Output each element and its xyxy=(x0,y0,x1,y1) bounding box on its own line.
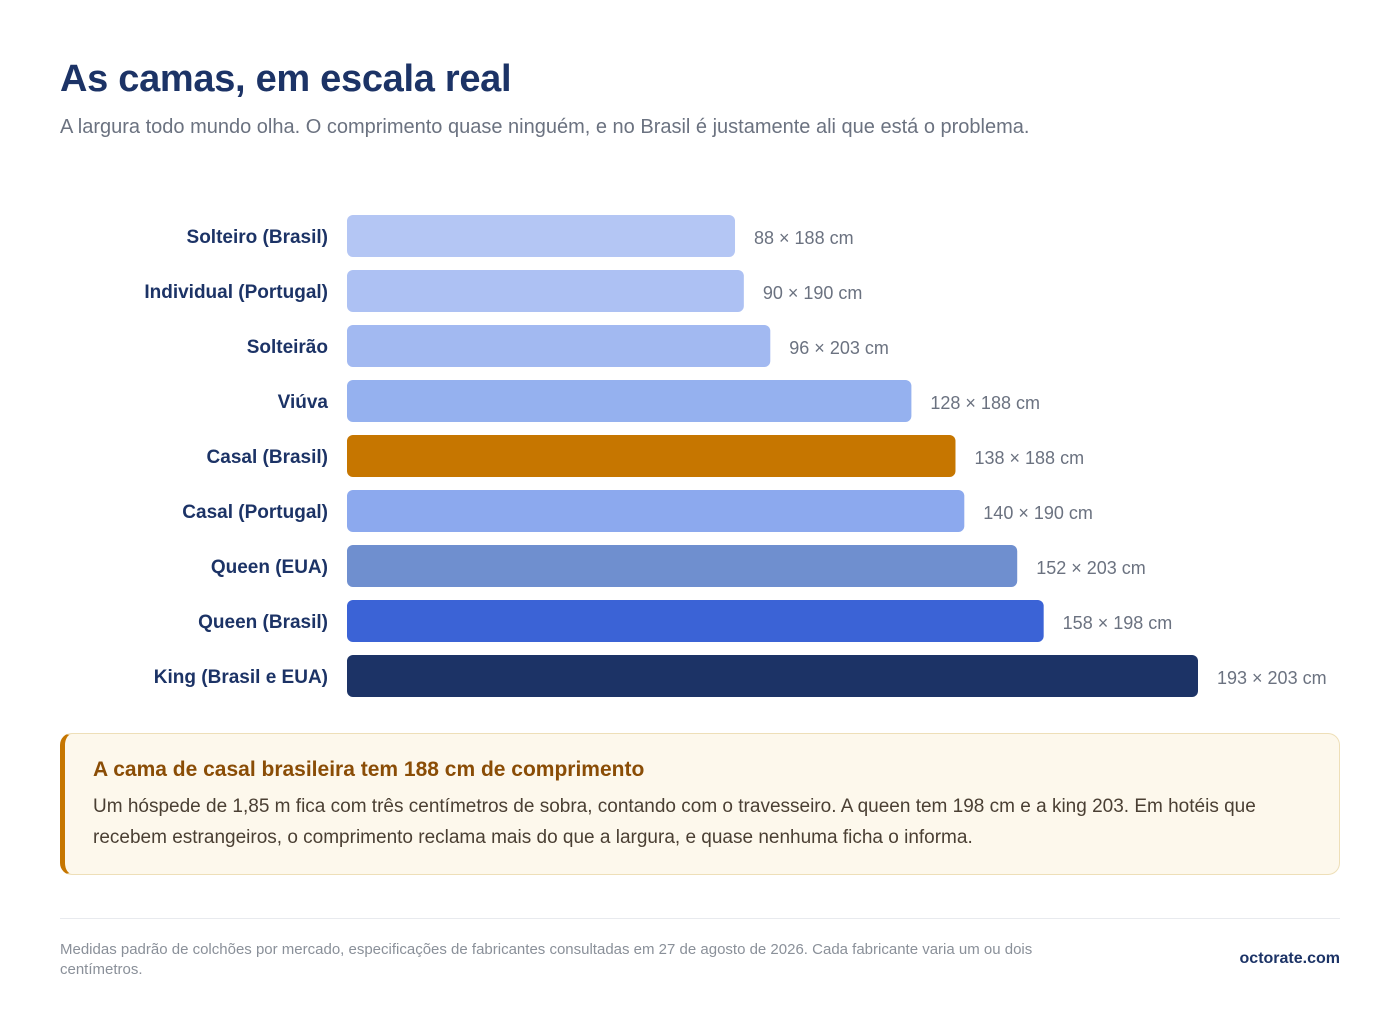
value-label-individual-portugal: 90 × 190 cm xyxy=(763,283,863,303)
page-title: As camas, em escala real xyxy=(60,58,512,100)
category-label-queen-brasil: Queen (Brasil) xyxy=(198,612,328,633)
bar-casal-portugal xyxy=(347,490,965,532)
category-label-casal-brasil: Casal (Brasil) xyxy=(207,447,328,468)
page-subtitle: A largura todo mundo olha. O comprimento… xyxy=(60,116,1030,138)
chart-svg: Solteiro (Brasil) 88 × 188 cm Individual (… xyxy=(144,215,1327,697)
bar-solteirao xyxy=(347,325,771,367)
value-label-queen-eua: 152 × 203 cm xyxy=(1036,558,1146,578)
value-label-casal-portugal: 140 × 190 cm xyxy=(983,503,1093,523)
bed-size-bar-chart: Solteiro (Brasil) 88 × 188 cm Individual (… xyxy=(0,200,1400,710)
brand-link[interactable]: octorate.com xyxy=(1239,950,1340,967)
value-label-solteiro-brasil: 88 × 188 cm xyxy=(754,228,854,248)
category-label-viuva: Viúva xyxy=(278,392,329,413)
category-label-queen-eua: Queen (EUA) xyxy=(211,557,328,578)
bar-individual-portugal xyxy=(347,270,744,312)
footer-divider xyxy=(60,918,1340,919)
bar-queen-brasil xyxy=(347,600,1044,642)
bar-solteiro-brasil xyxy=(347,215,736,257)
category-label-solteiro-brasil: Solteiro (Brasil) xyxy=(187,227,328,248)
value-label-queen-brasil: 158 × 198 cm xyxy=(1063,613,1173,633)
value-label-viuva: 128 × 188 cm xyxy=(930,393,1040,413)
source-note: Medidas padrão de colchões por mercado, … xyxy=(60,941,1033,978)
highlight-callout: A cama de casal brasileira tem 188 cm de… xyxy=(60,733,1340,875)
bar-king-brasil-e-eua xyxy=(347,655,1198,697)
value-label-solteirao: 96 × 203 cm xyxy=(789,338,889,358)
bar-viuva xyxy=(347,380,912,422)
category-label-individual-portugal: Individual (Portugal) xyxy=(144,282,328,303)
bar-queen-eua xyxy=(347,545,1018,587)
category-label-casal-portugal: Casal (Portugal) xyxy=(182,502,328,523)
category-label-solteirao: Solteirão xyxy=(247,337,328,358)
category-label-king-brasil-e-eua: King (Brasil e EUA) xyxy=(154,667,328,688)
value-label-king-brasil-e-eua: 193 × 203 cm xyxy=(1217,668,1327,688)
callout-body: Um hóspede de 1,85 m fica com três centí… xyxy=(93,796,1256,848)
bar-casal-brasil xyxy=(347,435,956,477)
callout-title: A cama de casal brasileira tem 188 cm de… xyxy=(93,758,645,781)
value-label-casal-brasil: 138 × 188 cm xyxy=(974,448,1084,468)
